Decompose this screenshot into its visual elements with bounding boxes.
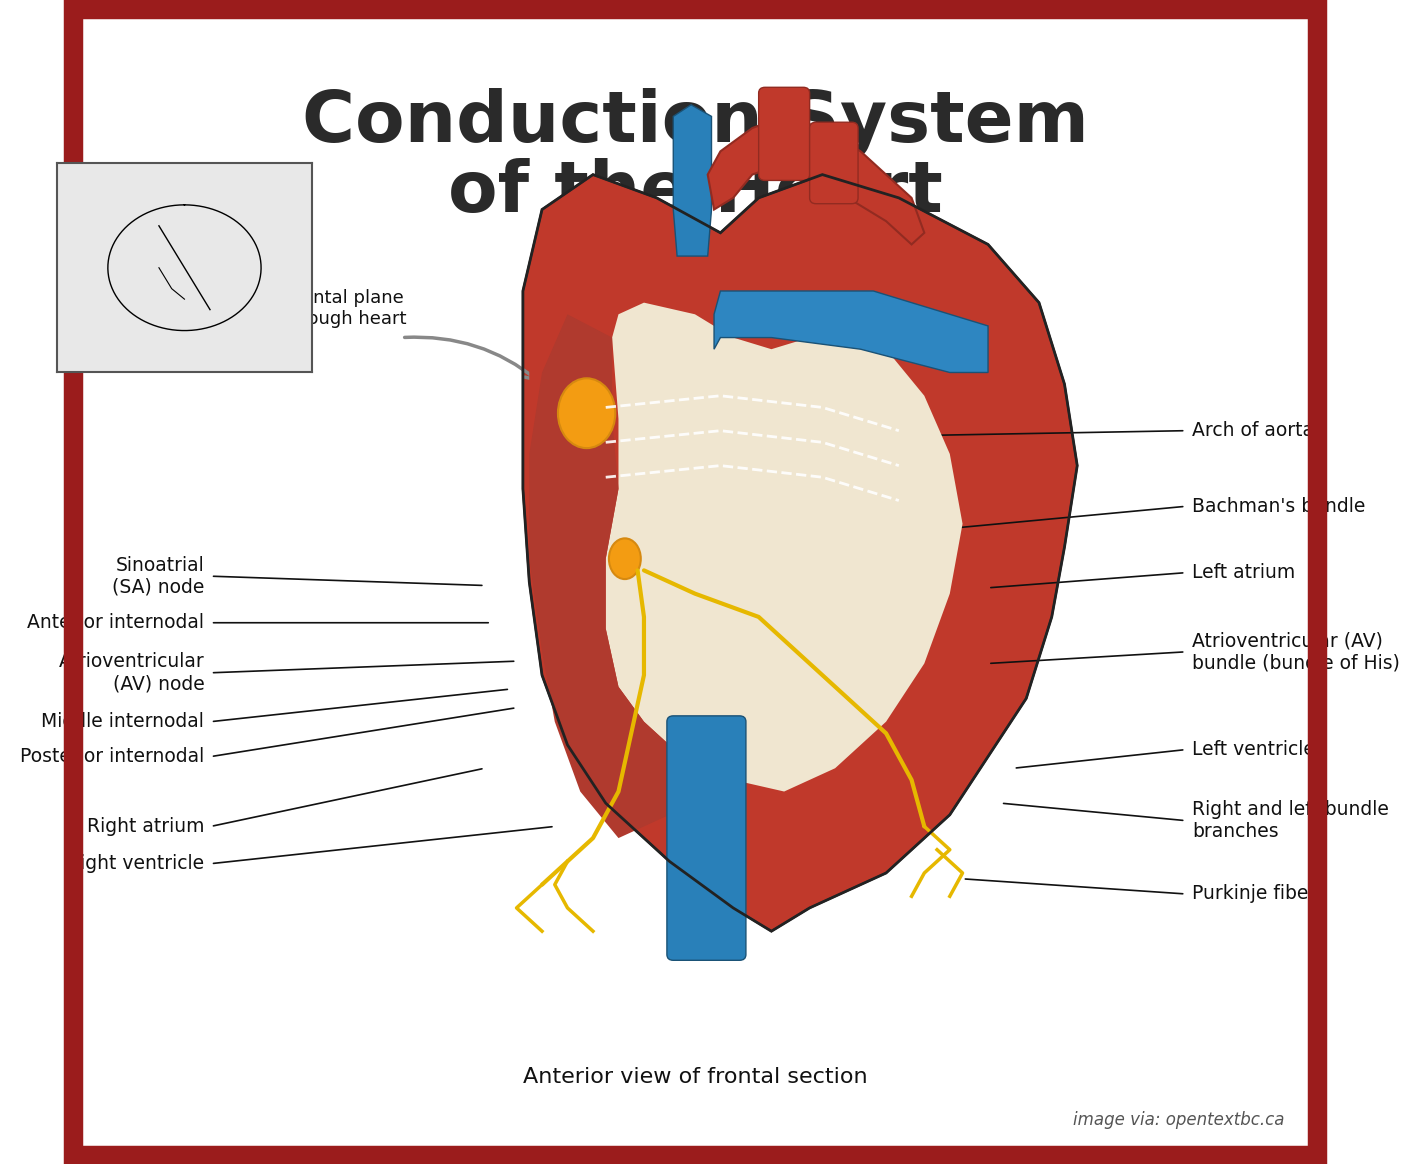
Text: Purkinje fibers: Purkinje fibers [1192, 885, 1325, 903]
Ellipse shape [609, 538, 641, 580]
Text: Sinoatrial
(SA) node: Sinoatrial (SA) node [112, 555, 204, 597]
Text: Bachman's bundle: Bachman's bundle [1192, 497, 1365, 516]
PathPatch shape [524, 175, 1077, 931]
Text: Atrioventricular
(AV) node: Atrioventricular (AV) node [58, 652, 204, 694]
Text: Right atrium: Right atrium [87, 817, 204, 836]
Text: Conduction System: Conduction System [301, 87, 1088, 157]
FancyBboxPatch shape [667, 716, 746, 960]
Text: Atrioventricular (AV)
bundle (bundle of His): Atrioventricular (AV) bundle (bundle of … [1192, 631, 1399, 673]
PathPatch shape [673, 105, 711, 256]
PathPatch shape [708, 116, 924, 244]
Text: Anterior internodal: Anterior internodal [27, 613, 204, 632]
PathPatch shape [714, 291, 988, 372]
Text: Arch of aorta: Arch of aorta [1192, 421, 1314, 440]
Text: Posterior internodal: Posterior internodal [20, 747, 204, 766]
Text: Left atrium: Left atrium [1192, 563, 1296, 582]
Text: Right ventricle: Right ventricle [67, 854, 204, 873]
FancyBboxPatch shape [759, 87, 810, 180]
PathPatch shape [529, 314, 670, 698]
FancyBboxPatch shape [810, 122, 858, 204]
Text: Frontal plane
through heart: Frontal plane through heart [282, 289, 407, 328]
PathPatch shape [606, 303, 962, 792]
Ellipse shape [558, 378, 616, 448]
Text: Anterior view of frontal section: Anterior view of frontal section [522, 1066, 867, 1087]
Text: of the Heart: of the Heart [447, 157, 942, 227]
Text: Middle internodal: Middle internodal [41, 712, 204, 731]
PathPatch shape [529, 314, 683, 838]
Text: Right and left bundle
branches: Right and left bundle branches [1192, 800, 1389, 842]
Text: Left ventricle: Left ventricle [1192, 740, 1315, 759]
Text: image via: opentextbc.ca: image via: opentextbc.ca [1073, 1110, 1286, 1129]
